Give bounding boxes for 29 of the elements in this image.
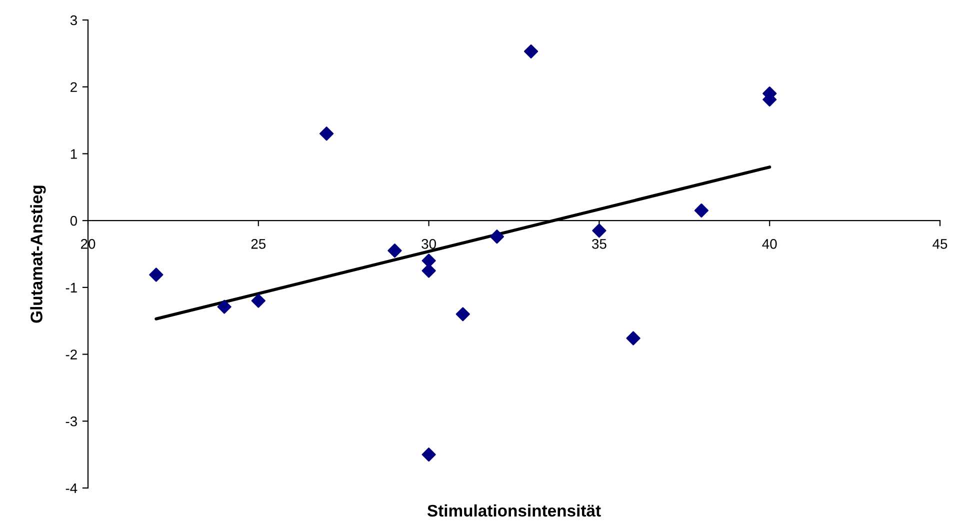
y-tick-label: -2 [66,350,77,360]
point [320,126,334,141]
point [217,300,232,314]
x-tick-label: 35 [592,238,606,249]
y-tick-label: 3 [70,15,77,26]
point [626,331,640,346]
point [149,268,164,282]
x-tick-label: 30 [422,238,436,249]
point [694,203,708,218]
point [422,254,436,268]
point [456,307,470,322]
y-tick-label: 0 [70,216,78,226]
point [422,264,436,278]
point [388,244,402,258]
y-tick-label: 1 [70,149,77,159]
point [524,44,538,58]
y-axis-title: Glutamat-Anstieg [30,186,46,323]
x-tick-label: 25 [251,238,266,249]
x-tick-label: 40 [762,238,777,249]
y-tick-label: -1 [66,282,77,292]
point [490,230,504,244]
point [251,294,266,308]
x-axis-title: Stimulationsintensität [427,504,601,517]
x-tick-label: 45 [932,239,948,249]
y-tick-label: -3 [66,416,77,426]
y-tick-label: -4 [66,483,78,494]
y-tick-label: 2 [70,82,77,92]
point [592,224,606,238]
point [422,448,436,462]
